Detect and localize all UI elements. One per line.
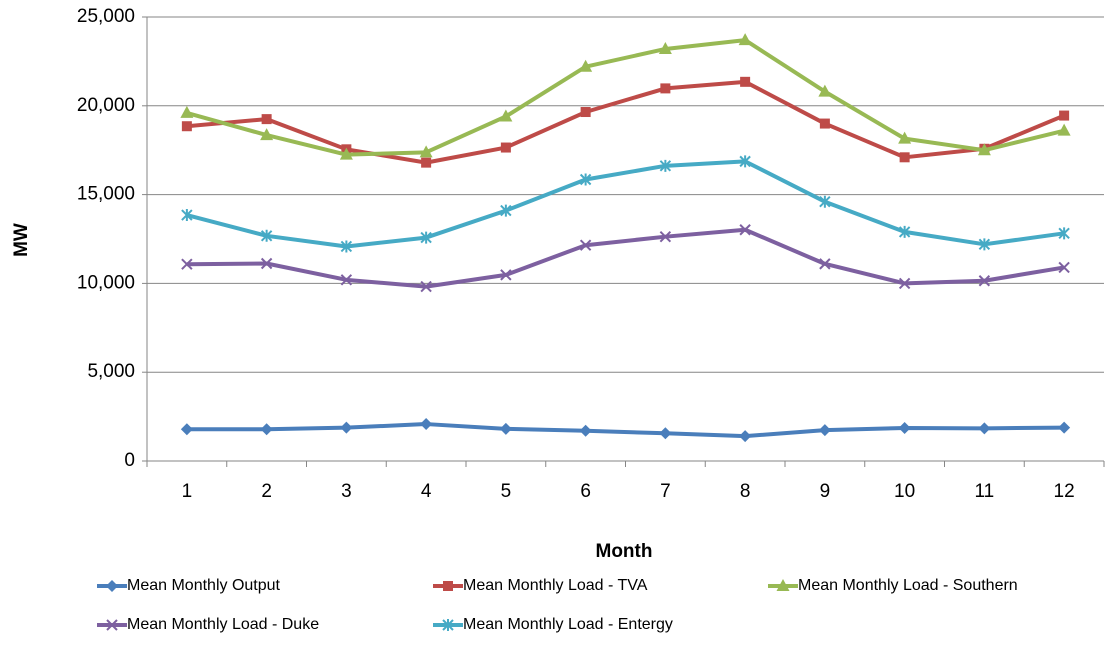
y-tick-label: 15,000 xyxy=(77,184,135,205)
data-point xyxy=(339,147,353,160)
legend-marker xyxy=(776,579,790,591)
x-tick-label: 12 xyxy=(1054,481,1075,502)
data-point xyxy=(978,422,991,435)
data-point xyxy=(499,109,513,122)
legend-marker xyxy=(106,580,118,592)
x-axis-title: Month xyxy=(596,541,653,562)
data-point xyxy=(898,131,912,144)
x-tick-label: 7 xyxy=(660,481,671,502)
data-point xyxy=(579,239,592,251)
data-point xyxy=(739,155,751,168)
data-point xyxy=(659,427,672,440)
legend-label: Mean Monthly Load - Southern xyxy=(798,577,1018,594)
data-point xyxy=(977,143,991,156)
y-axis-title: MW xyxy=(11,223,32,257)
data-point xyxy=(580,107,591,118)
x-tick-label: 6 xyxy=(580,481,591,502)
series-line xyxy=(186,38,1065,157)
data-point xyxy=(899,152,910,163)
data-point xyxy=(579,424,592,437)
x-tick-label: 1 xyxy=(182,481,193,502)
data-point xyxy=(500,204,512,217)
data-point xyxy=(420,280,432,293)
y-tick-label: 5,000 xyxy=(87,361,135,382)
data-point xyxy=(261,114,272,125)
data-point xyxy=(978,275,991,287)
data-point xyxy=(1059,110,1070,121)
x-tick-label: 11 xyxy=(975,481,995,502)
data-point xyxy=(1058,261,1070,274)
data-point xyxy=(659,159,672,172)
data-point xyxy=(340,421,353,434)
data-point xyxy=(340,240,353,253)
x-tick-label: 4 xyxy=(421,481,432,502)
data-point xyxy=(181,121,192,132)
data-point xyxy=(1058,227,1070,240)
legend-label: Mean Monthly Output xyxy=(127,577,281,594)
legend-marker xyxy=(106,619,118,631)
data-point xyxy=(819,118,830,129)
data-point xyxy=(819,258,831,270)
data-point xyxy=(978,238,991,251)
data-point xyxy=(260,423,273,436)
legend-marker xyxy=(442,619,454,631)
data-point xyxy=(260,257,273,270)
data-point xyxy=(579,173,592,186)
data-point xyxy=(420,231,432,244)
data-point xyxy=(181,209,193,222)
series-line xyxy=(186,422,1065,439)
data-point xyxy=(260,229,273,242)
data-point xyxy=(1057,123,1071,136)
data-point xyxy=(500,269,512,281)
data-point xyxy=(898,225,911,238)
series-line xyxy=(186,79,1065,165)
data-point xyxy=(740,76,751,87)
data-point xyxy=(1058,421,1071,434)
y-tick-label: 25,000 xyxy=(77,6,135,27)
y-tick-label: 0 xyxy=(124,450,135,471)
data-point xyxy=(818,424,831,437)
data-point xyxy=(579,59,593,72)
data-point xyxy=(340,274,353,286)
data-point xyxy=(898,421,911,434)
data-point xyxy=(818,84,832,97)
data-point xyxy=(739,224,751,236)
legend-label: Mean Monthly Load - Entergy xyxy=(463,616,673,633)
data-point xyxy=(659,230,672,243)
legend-marker xyxy=(443,581,453,591)
data-point xyxy=(499,422,512,435)
data-point xyxy=(180,423,193,436)
x-tick-label: 5 xyxy=(501,481,512,502)
x-tick-label: 8 xyxy=(740,481,751,502)
x-tick-label: 2 xyxy=(261,481,272,502)
data-point xyxy=(739,430,752,443)
data-point xyxy=(658,41,672,54)
data-point xyxy=(819,195,831,208)
data-point xyxy=(898,277,911,290)
data-point xyxy=(420,418,433,431)
data-point xyxy=(500,142,511,153)
data-point xyxy=(660,83,671,94)
x-tick-label: 10 xyxy=(894,481,915,502)
x-tick-label: 3 xyxy=(341,481,352,502)
y-tick-label: 10,000 xyxy=(77,272,135,293)
data-point xyxy=(738,33,752,46)
x-tick-label: 9 xyxy=(820,481,831,502)
legend-label: Mean Monthly Load - TVA xyxy=(463,577,648,594)
legend-label: Mean Monthly Load - Duke xyxy=(127,616,319,633)
data-point xyxy=(421,157,432,168)
y-tick-label: 20,000 xyxy=(77,95,135,116)
data-point xyxy=(180,105,194,118)
data-point xyxy=(260,128,274,141)
data-point xyxy=(419,145,433,158)
series-line xyxy=(186,159,1065,249)
series-line xyxy=(186,227,1065,289)
data-point xyxy=(181,258,193,270)
